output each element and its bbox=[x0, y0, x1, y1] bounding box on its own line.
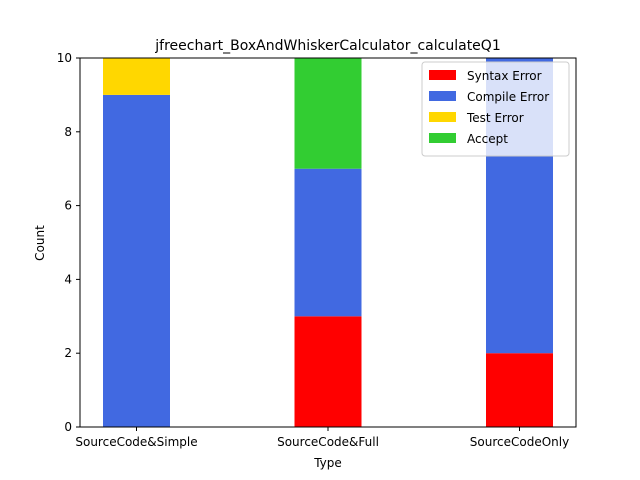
x-ticks: SourceCode&Simple SourceCode&Full SourceCo… bbox=[75, 427, 569, 449]
bar-compile-error-sourcecode-full bbox=[294, 168, 362, 317]
legend: Syntax Error Compile Error Test Error Accep… bbox=[421, 61, 570, 157]
legend-swatch-compile-error bbox=[429, 91, 456, 101]
y-tick-label: 6 bbox=[64, 199, 72, 213]
x-axis-label: Type bbox=[313, 456, 342, 470]
legend-label-test-error: Test Error bbox=[466, 111, 524, 125]
bar-test-error-sourcecode-simple bbox=[103, 58, 170, 95]
legend-label-accept: Accept bbox=[467, 132, 508, 146]
y-ticks: 0 2 4 6 8 10 bbox=[57, 51, 80, 434]
bar-compile-error-sourcecode-simple bbox=[103, 94, 170, 428]
y-tick-label: 8 bbox=[64, 125, 72, 139]
x-tick-label: SourceCode&Full bbox=[277, 435, 379, 449]
y-tick-label: 10 bbox=[57, 51, 72, 65]
chart-title: jfreechart_BoxAndWhiskerCalculator_calcu… bbox=[154, 38, 500, 54]
legend-swatch-accept bbox=[429, 133, 456, 143]
legend-label-compile-error: Compile Error bbox=[467, 90, 549, 104]
legend-swatch-syntax-error bbox=[429, 70, 456, 80]
legend-swatch-test-error bbox=[429, 112, 456, 122]
y-axis-label: Count bbox=[33, 225, 47, 261]
bar-accept-sourcecode-full bbox=[294, 58, 362, 169]
x-tick-label: SourceCode&Simple bbox=[75, 435, 197, 449]
x-tick-label: SourceCodeOnly bbox=[470, 435, 569, 449]
y-tick-label: 0 bbox=[64, 420, 72, 434]
legend-label-syntax-error: Syntax Error bbox=[467, 69, 542, 83]
y-tick-label: 4 bbox=[64, 272, 72, 286]
y-tick-label: 2 bbox=[64, 346, 72, 360]
bar-syntax-error-sourcecode-full bbox=[294, 316, 362, 427]
bar-syntax-error-sourcecodeonly bbox=[486, 353, 553, 427]
legend-box bbox=[421, 61, 570, 157]
